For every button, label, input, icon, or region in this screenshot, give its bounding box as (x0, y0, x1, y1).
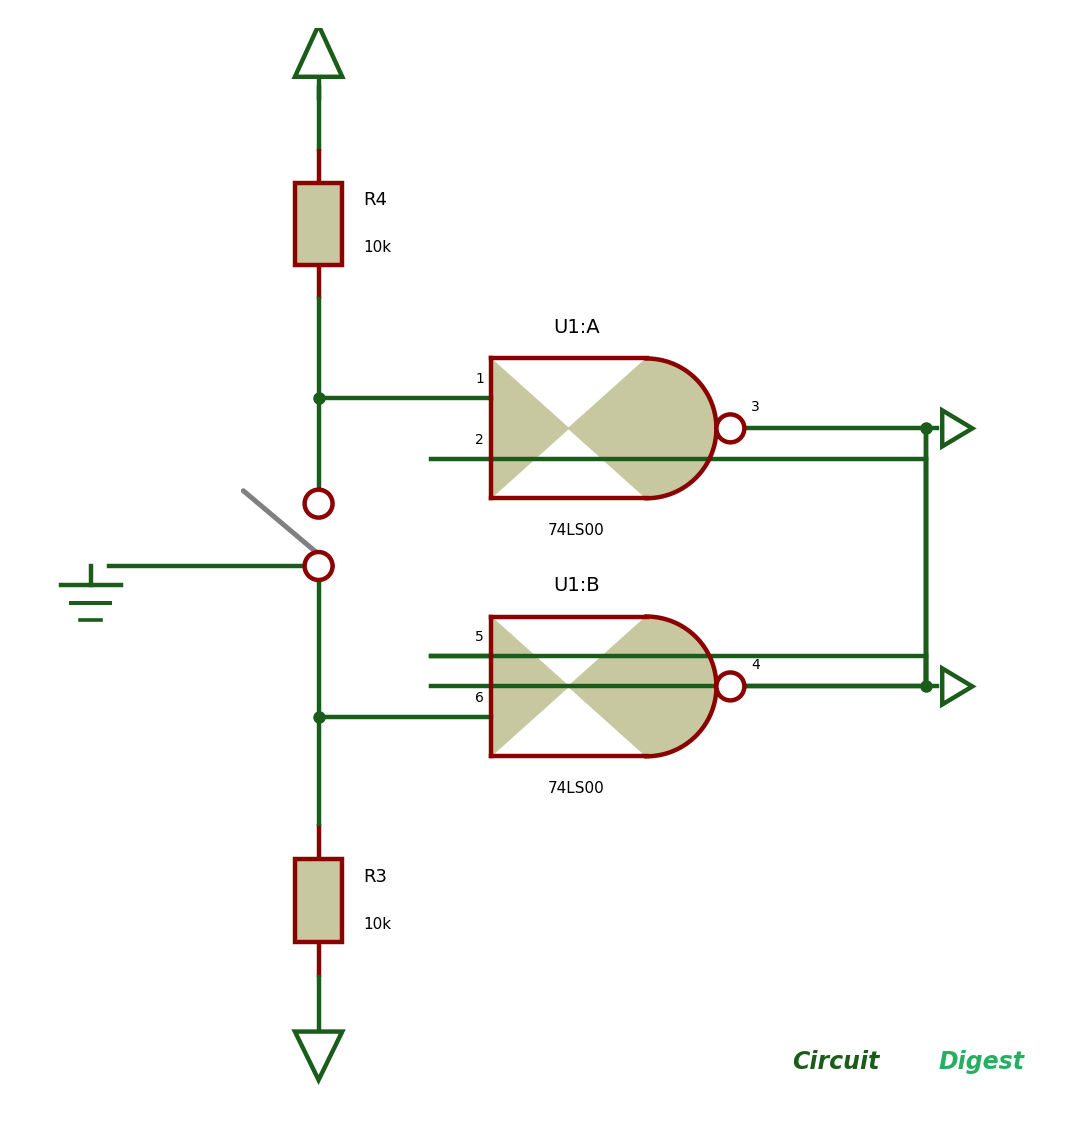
Text: 10k: 10k (363, 917, 392, 932)
Text: 2: 2 (475, 434, 484, 447)
Text: 3: 3 (750, 401, 760, 414)
Text: U1:A: U1:A (553, 318, 599, 336)
Circle shape (305, 490, 332, 517)
Bar (295, 859, 342, 942)
Polygon shape (295, 1031, 342, 1080)
Polygon shape (942, 668, 972, 704)
Text: Digest: Digest (939, 1049, 1025, 1073)
Text: R3: R3 (363, 868, 388, 885)
Text: 10k: 10k (363, 240, 392, 255)
Bar (295, 183, 342, 265)
Text: R4: R4 (363, 191, 388, 209)
Circle shape (717, 414, 745, 443)
Text: Circuit: Circuit (791, 1049, 879, 1073)
Text: 5: 5 (475, 629, 484, 644)
Polygon shape (490, 359, 717, 498)
Circle shape (305, 552, 332, 580)
Text: 4: 4 (750, 658, 760, 672)
Polygon shape (942, 410, 972, 446)
Circle shape (717, 672, 745, 701)
Polygon shape (295, 25, 342, 77)
Text: U1:B: U1:B (553, 576, 599, 594)
Text: 6: 6 (475, 692, 484, 705)
Text: 74LS00: 74LS00 (548, 523, 605, 538)
Polygon shape (490, 617, 717, 756)
Text: 1: 1 (475, 371, 484, 386)
Text: 74LS00: 74LS00 (548, 781, 605, 796)
